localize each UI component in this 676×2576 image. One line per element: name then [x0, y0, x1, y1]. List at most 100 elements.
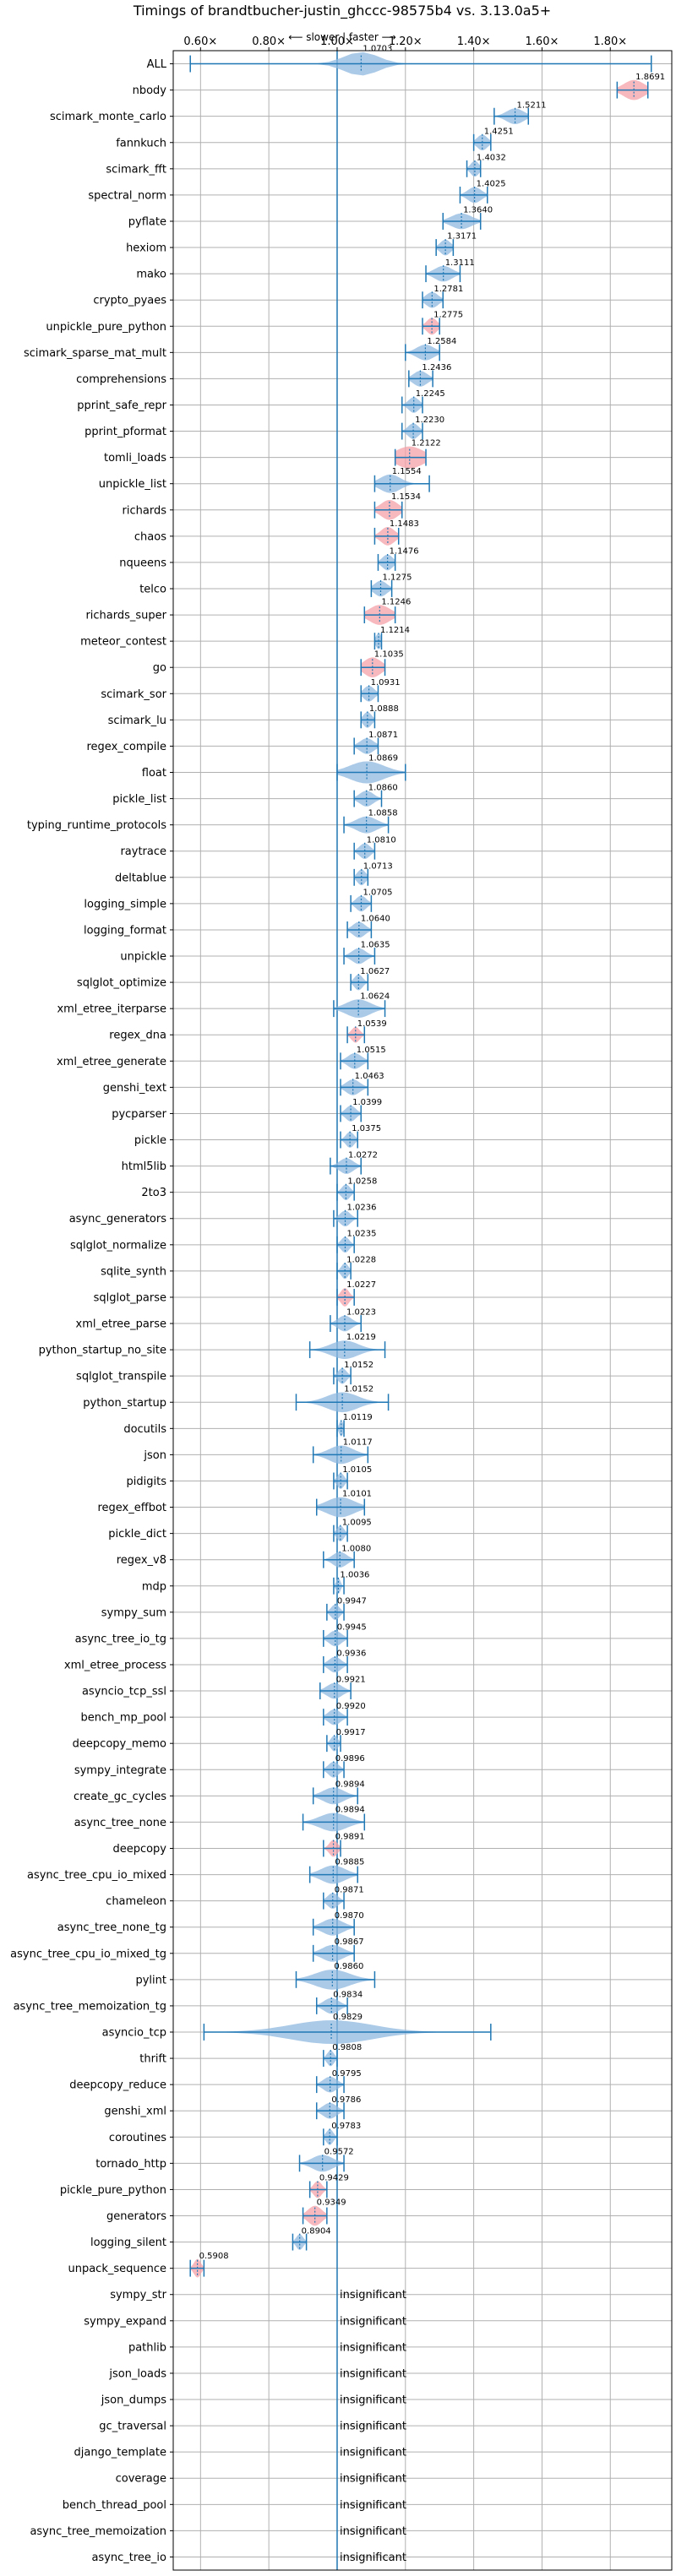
value-label: 0.9894 — [335, 1780, 365, 1789]
chart-title: Timings of brandtbucher-justin_ghccc-985… — [133, 3, 551, 19]
benchmark-row: coverage insignificant — [116, 2473, 406, 2486]
value-label: 0.9572 — [324, 2147, 354, 2156]
benchmark-name: nbody — [133, 84, 167, 97]
value-label: 0.9429 — [319, 2173, 349, 2182]
value-label: 1.0888 — [369, 704, 399, 714]
benchmark-row: python_startup 1.0152 — [83, 1384, 390, 1413]
benchmark-name: deltablue — [115, 872, 166, 884]
benchmark-name: nqueens — [119, 557, 166, 569]
benchmark-row: asyncio_tcp_ssl 0.9921 — [82, 1676, 366, 1700]
benchmark-name: json_dumps — [101, 2394, 166, 2407]
value-label: 1.0375 — [352, 1124, 381, 1133]
benchmark-row: float 1.0869 — [142, 753, 406, 784]
value-label: 1.0705 — [363, 889, 392, 898]
benchmark-name: hexiom — [126, 242, 166, 255]
value-label: 1.0228 — [346, 1256, 376, 1265]
benchmark-name: python_startup_no_site — [39, 1345, 166, 1357]
value-label: 1.0860 — [368, 783, 398, 792]
benchmark-row: sqlglot_parse 1.0227 — [94, 1280, 376, 1307]
benchmark-row: crypto_pyaes 1.2781 — [93, 285, 463, 309]
benchmark-name: genshi_text — [103, 1082, 166, 1095]
benchmark-name: sympy_str — [110, 2289, 166, 2302]
benchmark-name: asyncio_tcp — [102, 2027, 166, 2040]
value-label: 1.4025 — [477, 180, 506, 189]
value-label: 1.3111 — [445, 258, 475, 268]
benchmark-row: async_generators 1.0236 — [69, 1203, 377, 1227]
benchmark-name: go — [153, 662, 166, 675]
benchmark-name: richards_super — [85, 610, 166, 622]
benchmark-row: xml_etree_process 0.9936 — [64, 1649, 366, 1673]
value-label: 1.0272 — [348, 1150, 378, 1160]
benchmark-name: meteor_contest — [80, 636, 166, 649]
benchmark-row: async_tree_memoization_tg 0.9834 — [14, 1991, 363, 2014]
value-label: 1.8691 — [635, 73, 665, 82]
benchmark-row: nbody 1.8691 — [133, 73, 665, 101]
benchmark-row: sqlglot_optimize 1.0627 — [77, 967, 390, 992]
benchmark-row: logging_silent 0.8904 — [90, 2226, 331, 2251]
value-label: 0.9786 — [331, 2095, 361, 2105]
insignificant-label: insignificant — [340, 2525, 406, 2538]
benchmark-row: tornado_http 0.9572 — [95, 2147, 354, 2172]
benchmark-name: regex_effbot — [97, 1502, 166, 1514]
value-label: 0.5908 — [199, 2252, 229, 2261]
benchmark-row: unpickle_pure_python 1.2775 — [46, 310, 463, 335]
benchmark-row: sqlite_synth 1.0228 — [101, 1256, 376, 1280]
x-tick-label: 1.00× — [320, 35, 354, 48]
benchmark-row: sympy_str insignificant — [110, 2289, 406, 2302]
benchmark-name: sqlglot_optimize — [77, 977, 166, 990]
benchmark-row: deepcopy_memo 0.9917 — [73, 1728, 366, 1753]
benchmark-row: logging_simple 1.0705 — [84, 889, 392, 912]
x-tick-label: 1.20× — [389, 35, 422, 48]
benchmark-row: unpickle 1.0635 — [120, 941, 390, 965]
benchmark-row: async_tree_io_tg 0.9945 — [75, 1623, 367, 1647]
benchmark-name: logging_simple — [84, 898, 166, 910]
value-label: 1.0036 — [340, 1570, 369, 1579]
benchmark-row: meteor_contest 1.1214 — [80, 626, 410, 650]
benchmark-row: scimark_fft 1.4032 — [106, 154, 506, 177]
benchmark-name: spectral_norm — [88, 189, 166, 202]
value-label: 1.2230 — [415, 416, 444, 425]
benchmark-row: bench_thread_pool insignificant — [63, 2499, 406, 2512]
x-tick-label: 0.60× — [183, 35, 217, 48]
benchmark-row: telco 1.1275 — [139, 573, 412, 597]
benchmark-row: xml_etree_generate 1.0515 — [57, 1046, 386, 1070]
value-label: 1.0703 — [363, 45, 392, 54]
value-label: 0.9871 — [335, 1885, 364, 1894]
benchmark-row: 2to3 1.0258 — [141, 1177, 377, 1201]
value-label: 1.5211 — [517, 101, 547, 110]
benchmark-row: pylint 0.9860 — [135, 1962, 376, 1990]
benchmark-name: scimark_monte_carlo — [50, 111, 166, 123]
benchmark-name: async_generators — [69, 1213, 167, 1226]
benchmark-name: sqlite_synth — [101, 1265, 166, 1278]
value-label: 1.1214 — [380, 626, 410, 635]
benchmark-name: generators — [106, 2210, 166, 2223]
x-tick-label: 1.40× — [457, 35, 491, 48]
benchmark-name: scimark_sor — [101, 688, 166, 701]
benchmark-row: deepcopy_reduce 0.9795 — [69, 2069, 362, 2094]
x-tick-label: 1.60× — [526, 35, 559, 48]
value-label: 0.9936 — [336, 1649, 366, 1659]
value-label: 1.0713 — [363, 861, 393, 871]
benchmark-row: mdp 1.0036 — [142, 1570, 369, 1595]
benchmark-name: sqlglot_transpile — [76, 1371, 166, 1383]
value-label: 1.1554 — [392, 467, 422, 476]
benchmark-row: logging_format 1.0640 — [84, 915, 390, 938]
benchmark-row: sympy_sum 0.9947 — [101, 1597, 367, 1621]
benchmark-row: chameleon 0.9871 — [106, 1885, 364, 1910]
benchmark-name: xml_etree_process — [64, 1659, 166, 1671]
value-label: 0.9920 — [336, 1702, 366, 1711]
benchmark-row: deltablue 1.0713 — [115, 861, 393, 886]
benchmark-name: xml_etree_iterparse — [57, 1003, 166, 1016]
x-tick-label: 0.80× — [252, 35, 286, 48]
value-label: 0.9834 — [333, 1991, 363, 2000]
benchmark-row: deepcopy 0.9891 — [112, 1833, 365, 1857]
benchmark-name: json — [143, 1449, 166, 1462]
benchmark-name: html5lib — [122, 1160, 166, 1173]
benchmark-name: async_tree_none_tg — [57, 1921, 166, 1934]
benchmark-name: scimark_lu — [108, 715, 166, 727]
benchmark-name: unpack_sequence — [68, 2263, 166, 2275]
value-label: 0.9917 — [336, 1728, 366, 1737]
benchmark-name: regex_compile — [86, 741, 166, 753]
benchmark-row: pickle 1.0375 — [134, 1124, 381, 1149]
